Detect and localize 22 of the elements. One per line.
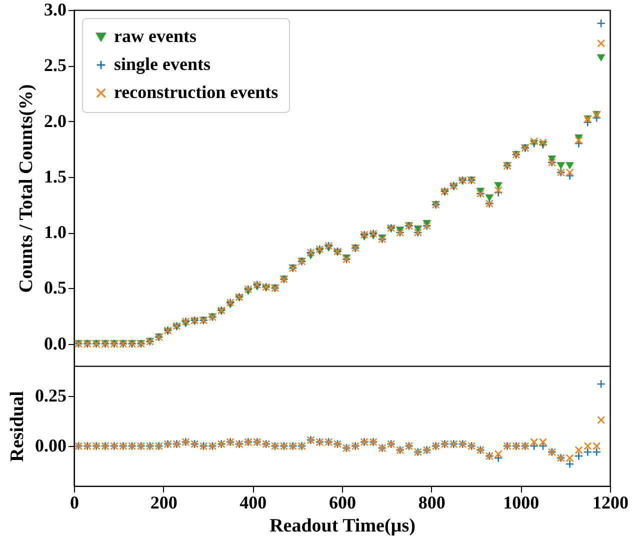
x-tick-label: 1000	[503, 492, 540, 512]
y-tick-label: 1.0	[44, 222, 66, 242]
y-axis-title: Counts / Total Counts(%)	[16, 84, 37, 293]
legend-label: single events	[114, 54, 210, 74]
x-tick-label: 0	[70, 492, 79, 512]
x-tick-label: 600	[329, 492, 356, 512]
y-tick-label: 2.0	[44, 110, 66, 131]
x-axis-title: Readout Time(µs)	[270, 516, 416, 536]
x-tick-label: 400	[240, 492, 267, 512]
y-tick-label: 0.0	[44, 333, 66, 354]
x-tick-label: 800	[418, 492, 446, 512]
y-tick-label: 0.5	[44, 278, 66, 298]
legend-label: reconstruction events	[114, 82, 278, 102]
y-tick-label: 0.00	[35, 436, 66, 456]
legend-label: raw events	[114, 26, 196, 46]
y-tick-label: 3.0	[44, 0, 66, 20]
y-axis-title: Residual	[7, 391, 28, 462]
y-tick-label: 2.5	[44, 55, 66, 76]
x-tick-label: 200	[150, 492, 178, 512]
x-tick-label: 1200	[592, 492, 628, 512]
y-tick-label: 1.5	[44, 166, 66, 186]
y-tick-label: 0.25	[35, 386, 66, 406]
